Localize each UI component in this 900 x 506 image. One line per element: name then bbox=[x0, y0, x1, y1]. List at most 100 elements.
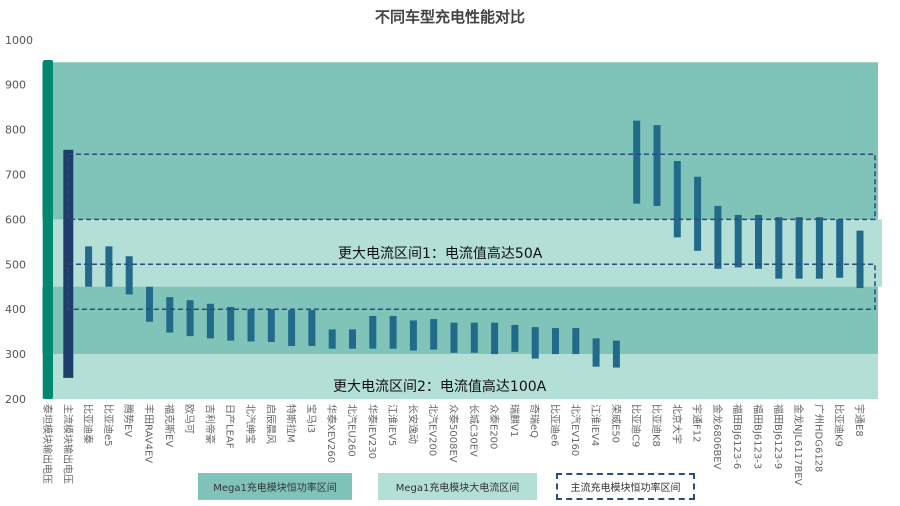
range-bar bbox=[430, 319, 438, 350]
annotation-range-2: 更大电流区间2：电流值高达100A bbox=[333, 378, 547, 395]
dashed-box-2 bbox=[67, 263, 876, 310]
range-bar bbox=[673, 161, 681, 238]
x-tick-label: 福田BJ6123-6 bbox=[731, 404, 744, 469]
range-bar bbox=[755, 214, 762, 269]
x-tick-label: 腾势EV bbox=[122, 404, 135, 437]
range-bar bbox=[288, 310, 296, 347]
range-bar bbox=[227, 306, 235, 341]
range-bar bbox=[349, 329, 356, 349]
x-tick-label: 北汽EV160 bbox=[569, 404, 582, 456]
legend-mainstream-constant-power: 主流充电模块恒功率区间 bbox=[556, 473, 695, 500]
x-tick-label: 福田BJ6123-9 bbox=[772, 404, 785, 469]
x-tick-label: 众泰5008EV bbox=[447, 404, 460, 463]
y-tick-label: 1000 bbox=[5, 34, 33, 47]
y-tick-label: 300 bbox=[5, 348, 26, 361]
y-tick-label: 500 bbox=[5, 258, 26, 271]
range-bar bbox=[531, 327, 539, 359]
x-tick-label: 泰坦模块输出电压 bbox=[41, 404, 54, 484]
range-bar bbox=[308, 310, 316, 347]
range-bar bbox=[491, 322, 499, 355]
range-bar bbox=[572, 328, 580, 355]
x-tick-label: 吉利帝豪 bbox=[203, 404, 216, 444]
high-current-band-2 bbox=[42, 354, 878, 399]
legend-high-current: Mega1充电模块大电流区间 bbox=[378, 473, 537, 500]
range-bar bbox=[409, 320, 417, 351]
range-bar bbox=[511, 324, 519, 352]
range-bar bbox=[247, 309, 255, 342]
x-tick-label: 金龙6806BEV bbox=[711, 404, 724, 470]
x-tick-label: 宇通F12 bbox=[691, 404, 704, 442]
x-tick-label: 华泰iEV230 bbox=[366, 404, 379, 459]
range-bar bbox=[186, 300, 194, 337]
high-current-band-1 bbox=[42, 219, 882, 287]
range-bar bbox=[125, 256, 133, 295]
x-tick-label: 众泰E200 bbox=[488, 404, 501, 449]
y-tick-label: 400 bbox=[5, 303, 26, 316]
range-bar bbox=[714, 205, 722, 269]
x-tick-label: 荣威E50 bbox=[609, 404, 622, 443]
range-bar bbox=[612, 340, 620, 368]
range-bar bbox=[775, 217, 783, 279]
x-tick-label: 江淮iEV4 bbox=[589, 404, 601, 446]
range-bar bbox=[815, 217, 823, 279]
x-tick-label: 福田BJ6123-3 bbox=[752, 404, 765, 469]
x-tick-label: 宇通E8 bbox=[853, 404, 866, 437]
y-tick-label: 700 bbox=[5, 169, 26, 182]
x-tick-label: 长安逸动 bbox=[406, 404, 419, 444]
range-bar bbox=[206, 303, 214, 339]
y-tick-label: 200 bbox=[5, 393, 26, 406]
x-tick-label: 金龙NJL6117BEV bbox=[792, 404, 805, 486]
range-bar bbox=[836, 219, 844, 278]
range-bar bbox=[328, 329, 336, 349]
x-tick-label: 北汽EV200 bbox=[427, 404, 440, 456]
constant-power-band bbox=[42, 62, 878, 355]
x-tick-label: 丰田RAV4EV bbox=[143, 404, 156, 463]
x-tick-label: 日产LEAF bbox=[224, 404, 237, 449]
y-tick-label: 600 bbox=[5, 213, 26, 226]
legend-constant-power: Mega1充电模块恒功率区间 bbox=[198, 473, 352, 500]
x-tick-label: 江淮iEV5 bbox=[386, 404, 398, 446]
x-tick-label: 奇瑞eQ bbox=[528, 404, 541, 438]
y-tick-label: 900 bbox=[5, 79, 26, 92]
range-bar bbox=[470, 322, 478, 353]
dashed-box-1 bbox=[67, 153, 876, 221]
x-tick-label: 福克斯EV bbox=[163, 404, 176, 447]
x-tick-label: 欧马可 bbox=[183, 404, 195, 434]
x-tick-label: 北汽EU260 bbox=[346, 404, 359, 457]
x-tick-label: 比亚迪K9 bbox=[833, 404, 845, 447]
x-tick-label: 比亚迪K8 bbox=[650, 404, 662, 447]
range-bar bbox=[267, 309, 275, 342]
y-tick-label: 800 bbox=[5, 124, 26, 137]
range-bar bbox=[43, 60, 53, 399]
x-tick-label: 宝马i3 bbox=[305, 404, 318, 433]
x-tick-label: 启辰晨风 bbox=[264, 404, 277, 444]
x-tick-label: 北汽绅宝 bbox=[244, 404, 257, 444]
range-bar bbox=[450, 322, 458, 353]
range-bar bbox=[389, 315, 397, 349]
x-tick-label: 瑞麒V1 bbox=[508, 404, 521, 437]
x-tick-label: 比亚迪e6 bbox=[549, 404, 561, 447]
range-bar bbox=[105, 246, 113, 287]
range-bar bbox=[592, 338, 600, 367]
range-bar bbox=[369, 315, 377, 349]
range-bar bbox=[856, 230, 864, 289]
chart-title: 不同车型充电性能对比 bbox=[374, 8, 525, 26]
range-bar bbox=[633, 120, 641, 204]
x-tick-label: 特斯拉M bbox=[285, 404, 298, 443]
range-bar bbox=[795, 217, 803, 279]
range-bar bbox=[653, 125, 661, 206]
range-bar bbox=[552, 328, 559, 355]
range-bar bbox=[734, 214, 742, 268]
x-tick-label: 广州HDG6128 bbox=[812, 404, 824, 472]
annotation-range-1: 更大电流区间1：电流值高达50A bbox=[338, 245, 543, 262]
range-bar bbox=[694, 176, 702, 251]
range-bar bbox=[85, 246, 93, 287]
x-tick-label: 华泰XEV260 bbox=[325, 404, 338, 463]
x-tick-label: 比亚迪C9 bbox=[630, 404, 642, 447]
x-tick-label: 长城C30EV bbox=[467, 404, 479, 457]
range-bar bbox=[166, 297, 174, 333]
x-tick-label: 比亚迪e5 bbox=[102, 404, 114, 447]
x-tick-label: 主流模块输出电压 bbox=[61, 404, 74, 484]
